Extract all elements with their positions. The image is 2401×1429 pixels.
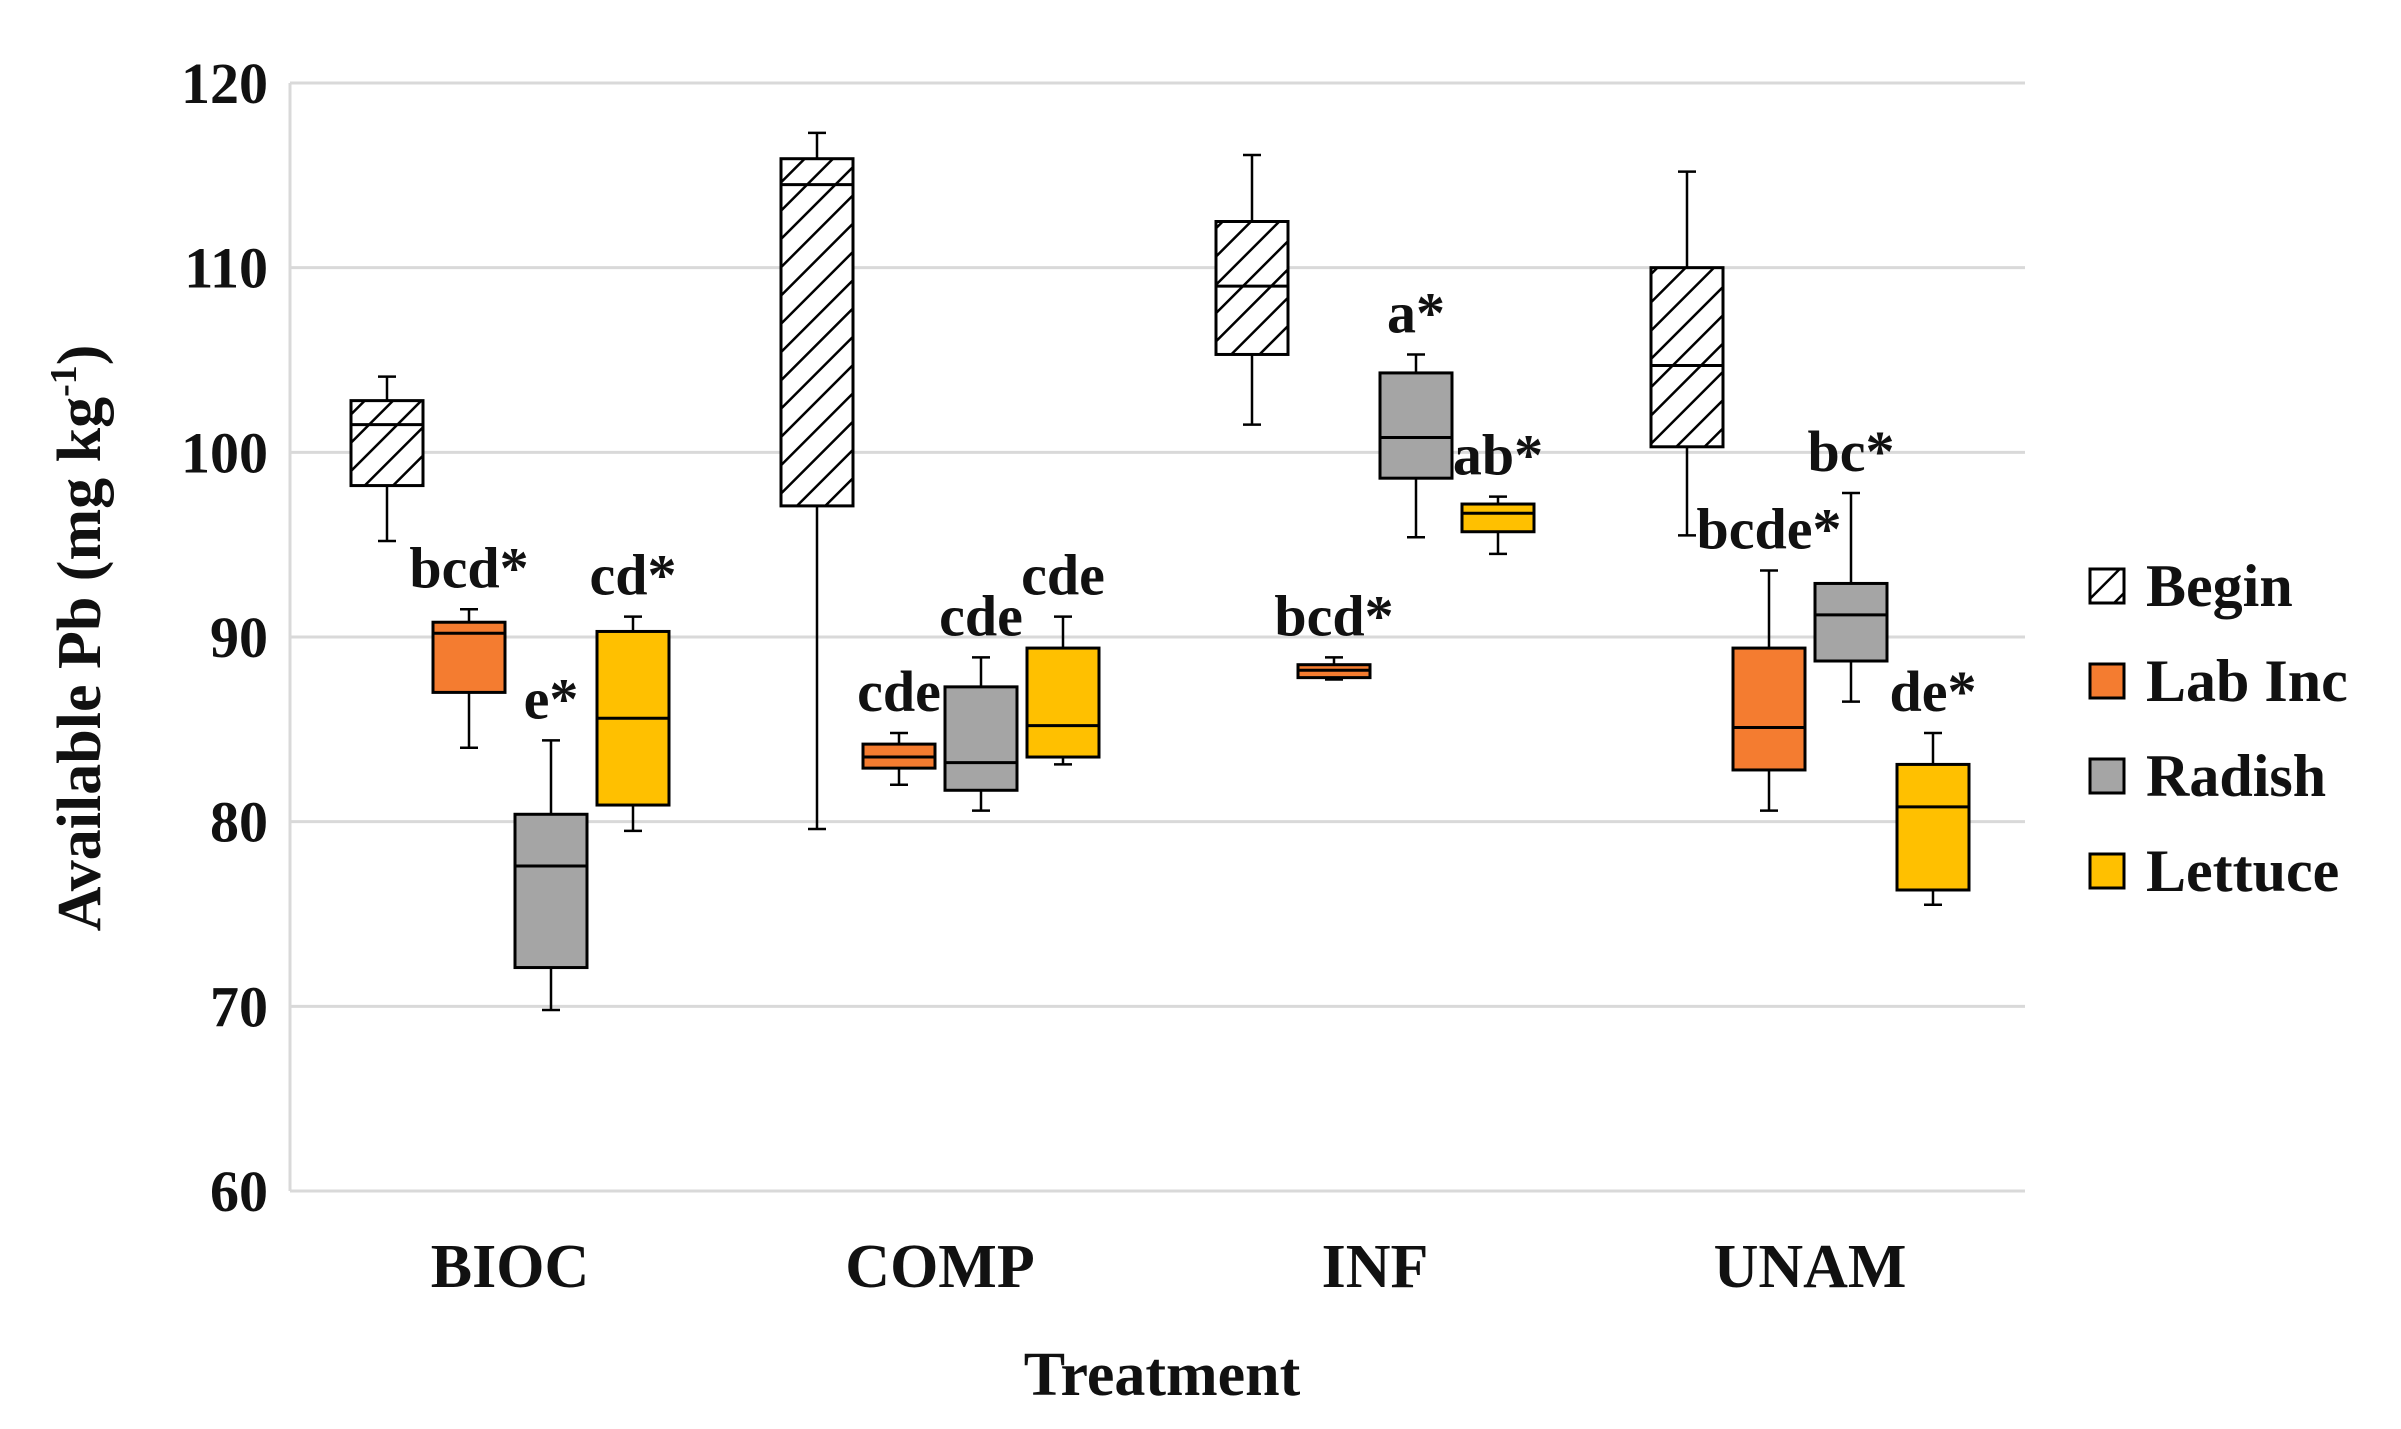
y-tick-label: 100	[181, 420, 268, 485]
y-tick-label: 70	[210, 974, 268, 1039]
box-iqr	[513, 812, 589, 970]
box-iqr	[349, 399, 425, 488]
significance-label: bc*	[1808, 419, 1895, 484]
significance-label: a*	[1387, 280, 1445, 345]
y-axis-title: Available Pb (mg kg-1)	[43, 345, 114, 932]
box-iqr	[1378, 371, 1454, 480]
legend-swatch-lab-inc	[2088, 662, 2126, 700]
box-iqr	[1895, 762, 1971, 892]
legend-swatch-begin	[2088, 567, 2126, 605]
significance-label: e*	[524, 666, 579, 731]
box-series	[349, 131, 1971, 1012]
significance-label: cde	[939, 583, 1023, 648]
y-tick-label: 90	[210, 605, 268, 670]
y-tick-label: 60	[210, 1159, 268, 1224]
box-lab-inc-unam	[1731, 569, 1807, 812]
box-iqr	[1731, 646, 1807, 772]
legend-swatch-radish	[2088, 757, 2126, 795]
legend-label-begin: Begin	[2146, 553, 2293, 619]
x-axis-categories: BIOC COMP INF UNAM	[431, 1233, 1907, 1301]
box-lab-inc-comp	[861, 731, 937, 786]
box-begin-bioc	[349, 375, 425, 543]
legend: Begin Lab Inc Radish Lettuce	[2088, 553, 2348, 904]
significance-label: ab*	[1453, 423, 1543, 488]
box-radish-inf	[1378, 353, 1454, 539]
legend-label-lettuce: Lettuce	[2146, 838, 2339, 904]
x-category-label: COMP	[845, 1233, 1034, 1301]
significance-label: cd*	[590, 543, 677, 608]
box-radish-bioc	[513, 739, 589, 1012]
box-iqr	[1214, 220, 1290, 356]
significance-label: bcd*	[1274, 583, 1393, 648]
y-axis-ticks: 60 70 80 90 100 110 120	[181, 51, 268, 1224]
box-lettuce-inf	[1460, 495, 1536, 556]
box-iqr	[1025, 646, 1101, 759]
box-iqr	[1460, 502, 1536, 534]
significance-label: de*	[1890, 659, 1977, 724]
grid-lines	[288, 81, 2025, 1193]
legend-swatch-lettuce	[2088, 852, 2126, 890]
significance-label: bcd*	[409, 535, 528, 600]
box-begin-unam	[1649, 170, 1725, 537]
legend-label-lab-inc: Lab Inc	[2146, 648, 2348, 714]
box-iqr	[943, 685, 1019, 792]
box-begin-comp	[779, 131, 855, 831]
significance-label: bcde*	[1697, 497, 1842, 562]
y-tick-label: 120	[181, 51, 268, 116]
box-iqr	[1813, 581, 1889, 663]
x-category-label: INF	[1322, 1233, 1429, 1301]
y-axis-title-main: Available Pb (mg kg	[46, 397, 114, 931]
y-axis-title-suffix: )	[46, 345, 114, 366]
box-lettuce-comp	[1025, 615, 1101, 766]
y-tick-label: 110	[184, 236, 268, 301]
x-axis-title: Treatment	[1024, 1341, 1301, 1409]
box-lab-inc-inf	[1296, 656, 1372, 681]
y-axis-title-superscript: -1	[43, 365, 85, 397]
significance-label: cde	[1021, 543, 1105, 608]
legend-label-radish: Radish	[2146, 743, 2326, 809]
significance-labels: bcd* cde bcd* bcde* e* cde a* bc* cd* cde ab* de*	[409, 280, 1976, 731]
x-category-label: UNAM	[1714, 1233, 1907, 1301]
box-lab-inc-bioc	[431, 608, 507, 750]
box-radish-unam	[1813, 491, 1889, 703]
box-lettuce-bioc	[595, 615, 671, 833]
box-iqr	[779, 157, 855, 508]
x-category-label: BIOC	[431, 1233, 589, 1301]
box-radish-comp	[943, 656, 1019, 812]
box-begin-inf	[1214, 153, 1290, 426]
box-lettuce-unam	[1895, 731, 1971, 907]
y-tick-label: 80	[210, 790, 268, 855]
significance-label: cde	[857, 659, 941, 724]
box-iqr	[1649, 266, 1725, 449]
